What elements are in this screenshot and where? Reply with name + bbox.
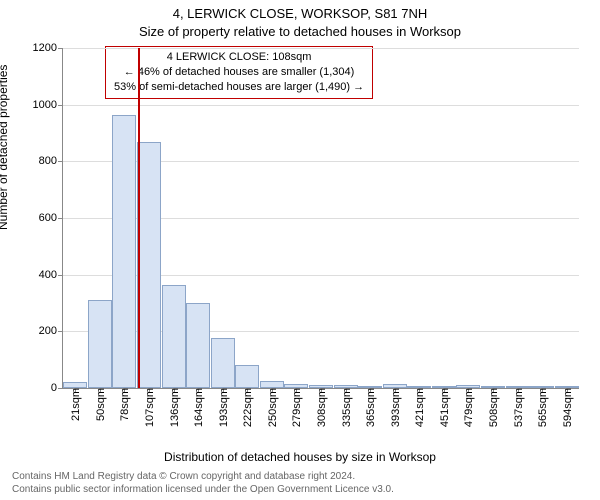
y-tick-label: 1000 [33,99,63,111]
y-axis-label: Number of detached properties [0,65,10,230]
x-tick-label: 365sqm [363,388,377,427]
x-tick-label: 279sqm [289,388,303,427]
x-tick-label: 78sqm [117,388,131,421]
x-tick-label: 594sqm [560,388,574,427]
y-tick-label: 1200 [33,42,63,54]
x-axis-label: Distribution of detached houses by size … [0,450,600,464]
x-tick-label: 107sqm [142,388,156,427]
x-tick-label: 308sqm [314,388,328,427]
chart-title-line1: 4, LERWICK CLOSE, WORKSOP, S81 7NH [0,6,600,21]
x-tick-label: 250sqm [265,388,279,427]
x-tick-label: 451sqm [437,388,451,427]
bar [112,115,136,388]
y-tick-label: 200 [39,325,63,337]
x-tick-label: 50sqm [93,388,107,421]
x-tick-label: 537sqm [511,388,525,427]
x-tick-label: 565sqm [535,388,549,427]
y-tick-label: 0 [51,382,63,394]
y-tick-label: 600 [39,212,63,224]
marker-line [138,48,140,388]
annotation-line3: 53% of semi-detached houses are larger (… [114,80,364,95]
x-tick-label: 479sqm [461,388,475,427]
x-tick-label: 164sqm [191,388,205,427]
annotation-box: 4 LERWICK CLOSE: 108sqm ← 46% of detache… [105,46,373,99]
bar [260,381,284,388]
footer-line1: Contains HM Land Registry data © Crown c… [12,470,394,483]
annotation-line1: 4 LERWICK CLOSE: 108sqm [114,50,364,65]
x-tick-label: 335sqm [339,388,353,427]
x-tick-label: 508sqm [486,388,500,427]
bar [211,338,235,388]
bar [186,303,210,388]
annotation-line2: ← 46% of detached houses are smaller (1,… [114,65,364,80]
gridline [63,48,579,49]
chart-title-line2: Size of property relative to detached ho… [0,24,600,39]
bar [235,365,259,388]
x-tick-label: 136sqm [167,388,181,427]
y-tick-label: 400 [39,269,63,281]
bar [162,285,186,388]
y-tick-label: 800 [39,155,63,167]
bar [88,300,112,388]
chart-container: 4, LERWICK CLOSE, WORKSOP, S81 7NH Size … [0,0,600,500]
x-tick-label: 393sqm [388,388,402,427]
x-tick-label: 21sqm [68,388,82,421]
gridline [63,105,579,106]
x-tick-label: 193sqm [216,388,230,427]
bar [137,142,161,389]
plot-area: 4 LERWICK CLOSE: 108sqm ← 46% of detache… [62,48,579,389]
footer-line2: Contains public sector information licen… [12,483,394,496]
x-tick-label: 222sqm [240,388,254,427]
footer-attribution: Contains HM Land Registry data © Crown c… [12,470,394,496]
x-tick-label: 421sqm [412,388,426,427]
